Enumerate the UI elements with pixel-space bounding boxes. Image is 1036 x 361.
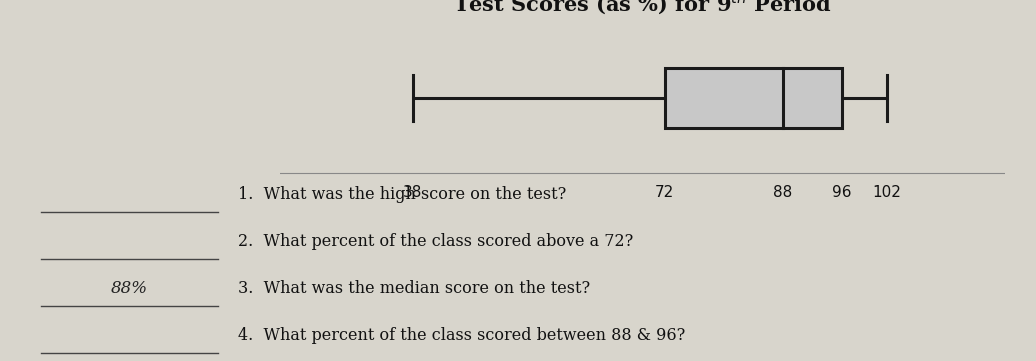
- Text: 4.  What percent of the class scored between 88 & 96?: 4. What percent of the class scored betw…: [238, 327, 686, 344]
- Title: Test Scores (as %) for 9$^{th}$ Period: Test Scores (as %) for 9$^{th}$ Period: [453, 0, 832, 17]
- Text: 2.  What percent of the class scored above a 72?: 2. What percent of the class scored abov…: [238, 233, 634, 250]
- Bar: [664, 68, 842, 128]
- Text: 3.  What was the median score on the test?: 3. What was the median score on the test…: [238, 280, 591, 297]
- Text: 1.  What was the high score on the test?: 1. What was the high score on the test?: [238, 186, 567, 203]
- Text: 88%: 88%: [111, 280, 148, 297]
